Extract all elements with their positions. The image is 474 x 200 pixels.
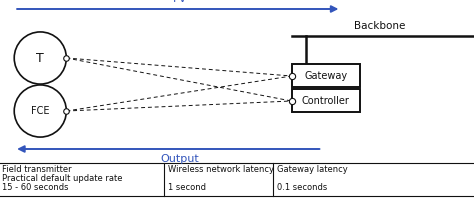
Text: 15 - 60 seconds: 15 - 60 seconds	[2, 183, 69, 192]
Text: Practical default update rate: Practical default update rate	[2, 174, 123, 183]
Text: Field transmitter: Field transmitter	[2, 165, 72, 174]
Text: FCE: FCE	[31, 106, 50, 116]
Text: Backbone: Backbone	[354, 21, 405, 31]
Bar	[292, 89, 360, 112]
Ellipse shape	[14, 32, 66, 84]
Text: Controller: Controller	[302, 96, 350, 106]
Text: Output: Output	[161, 154, 200, 164]
Text: 0.1 seconds: 0.1 seconds	[277, 183, 328, 192]
Text: Gateway latency: Gateway latency	[277, 165, 348, 174]
Text: PV: PV	[173, 0, 187, 4]
Text: Wireless network latency: Wireless network latency	[168, 165, 274, 174]
Text: 1 second: 1 second	[168, 183, 206, 192]
Bar	[292, 64, 360, 87]
Text: T: T	[36, 51, 44, 64]
Text: Gateway: Gateway	[304, 71, 347, 81]
Ellipse shape	[14, 85, 66, 137]
